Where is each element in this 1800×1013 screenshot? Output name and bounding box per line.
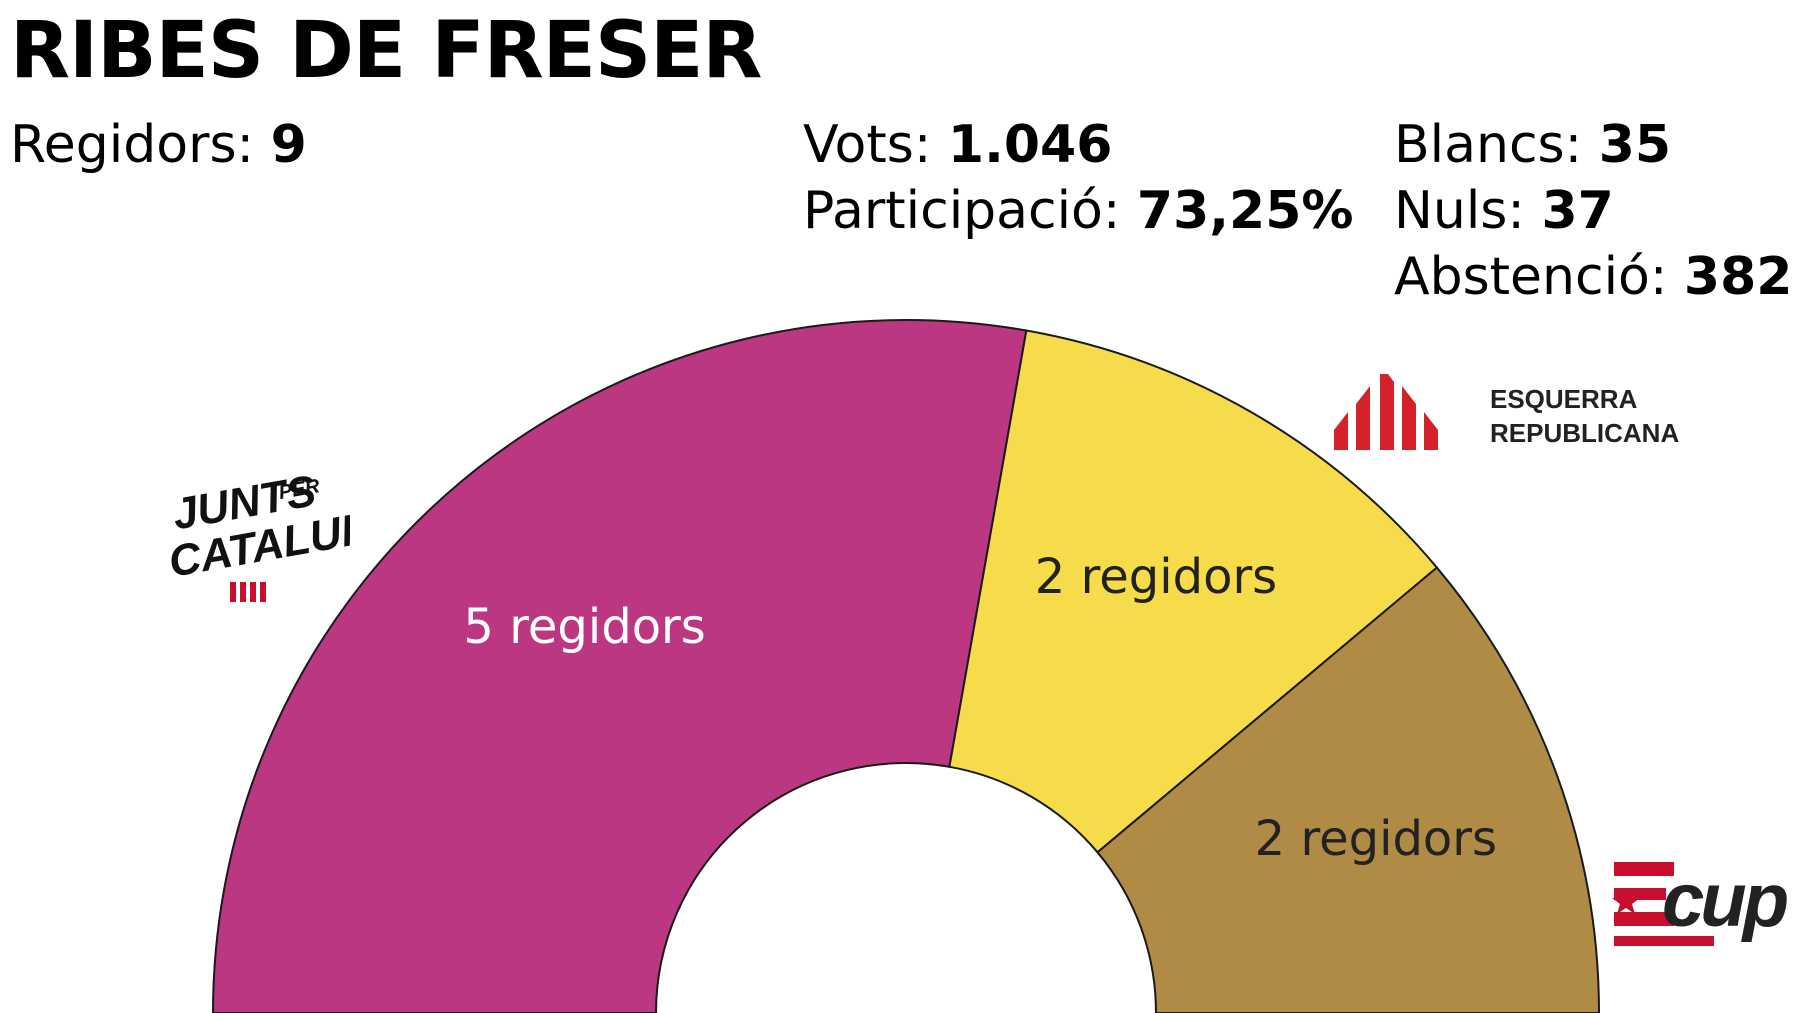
stat-abstencio-value: 382: [1683, 247, 1793, 307]
cup-logo-text: cup: [1662, 858, 1787, 943]
chart-slices: [211, 319, 1601, 1013]
erc-logo-line1: ESQUERRA: [1490, 384, 1638, 414]
slice-2: [948, 329, 1439, 854]
stat-participacio: Participació: 73,25%: [803, 178, 1354, 244]
slice-label-1: 5 regidors: [463, 599, 705, 655]
cup-logo-flag-icon: [1612, 862, 1714, 946]
cup-logo: cup: [1612, 858, 1790, 946]
junts-logo-stripes-icon: [230, 582, 266, 602]
stat-regidors-value: 9: [270, 115, 307, 175]
stat-vots-value: 1.046: [947, 115, 1113, 175]
stat-blancs: Blancs: 35: [1394, 112, 1671, 178]
stat-participacio-label: Participació:: [803, 181, 1121, 241]
erc-logo-line2: REPUBLICANA: [1490, 418, 1679, 448]
stat-regidors: Regidors: 9: [10, 112, 307, 178]
stat-participacio-value: 73,25%: [1136, 181, 1354, 241]
stat-blancs-label: Blancs:: [1394, 115, 1583, 175]
stat-vots-label: Vots:: [803, 115, 932, 175]
junts-per-catalunya-logo: JUNTS PER CATALUNYA: [165, 466, 350, 602]
esquerra-republicana-logo: ESQUERRA REPUBLICANA: [1334, 374, 1679, 450]
slice-label-2: 2 regidors: [1035, 549, 1277, 605]
page-title: RIBES DE FRESER: [10, 6, 762, 96]
stat-abstencio-label: Abstenció:: [1394, 247, 1668, 307]
stat-nuls: Nuls: 37: [1394, 178, 1614, 244]
chart-slice-labels: 5 regidors 2 regidors 2 regidors: [463, 549, 1497, 867]
stat-vots: Vots: 1.046: [803, 112, 1112, 178]
slice-3: [1096, 566, 1601, 1013]
stat-regidors-label: Regidors:: [10, 115, 255, 175]
stat-nuls-value: 37: [1541, 181, 1614, 241]
stat-blancs-value: 35: [1598, 115, 1672, 175]
slice-label-3: 2 regidors: [1255, 811, 1497, 867]
slice-1: [211, 319, 1028, 1013]
erc-logo-bars-icon: [1334, 374, 1438, 450]
stat-nuls-label: Nuls:: [1394, 181, 1525, 241]
stat-abstencio: Abstenció: 382: [1394, 244, 1792, 310]
